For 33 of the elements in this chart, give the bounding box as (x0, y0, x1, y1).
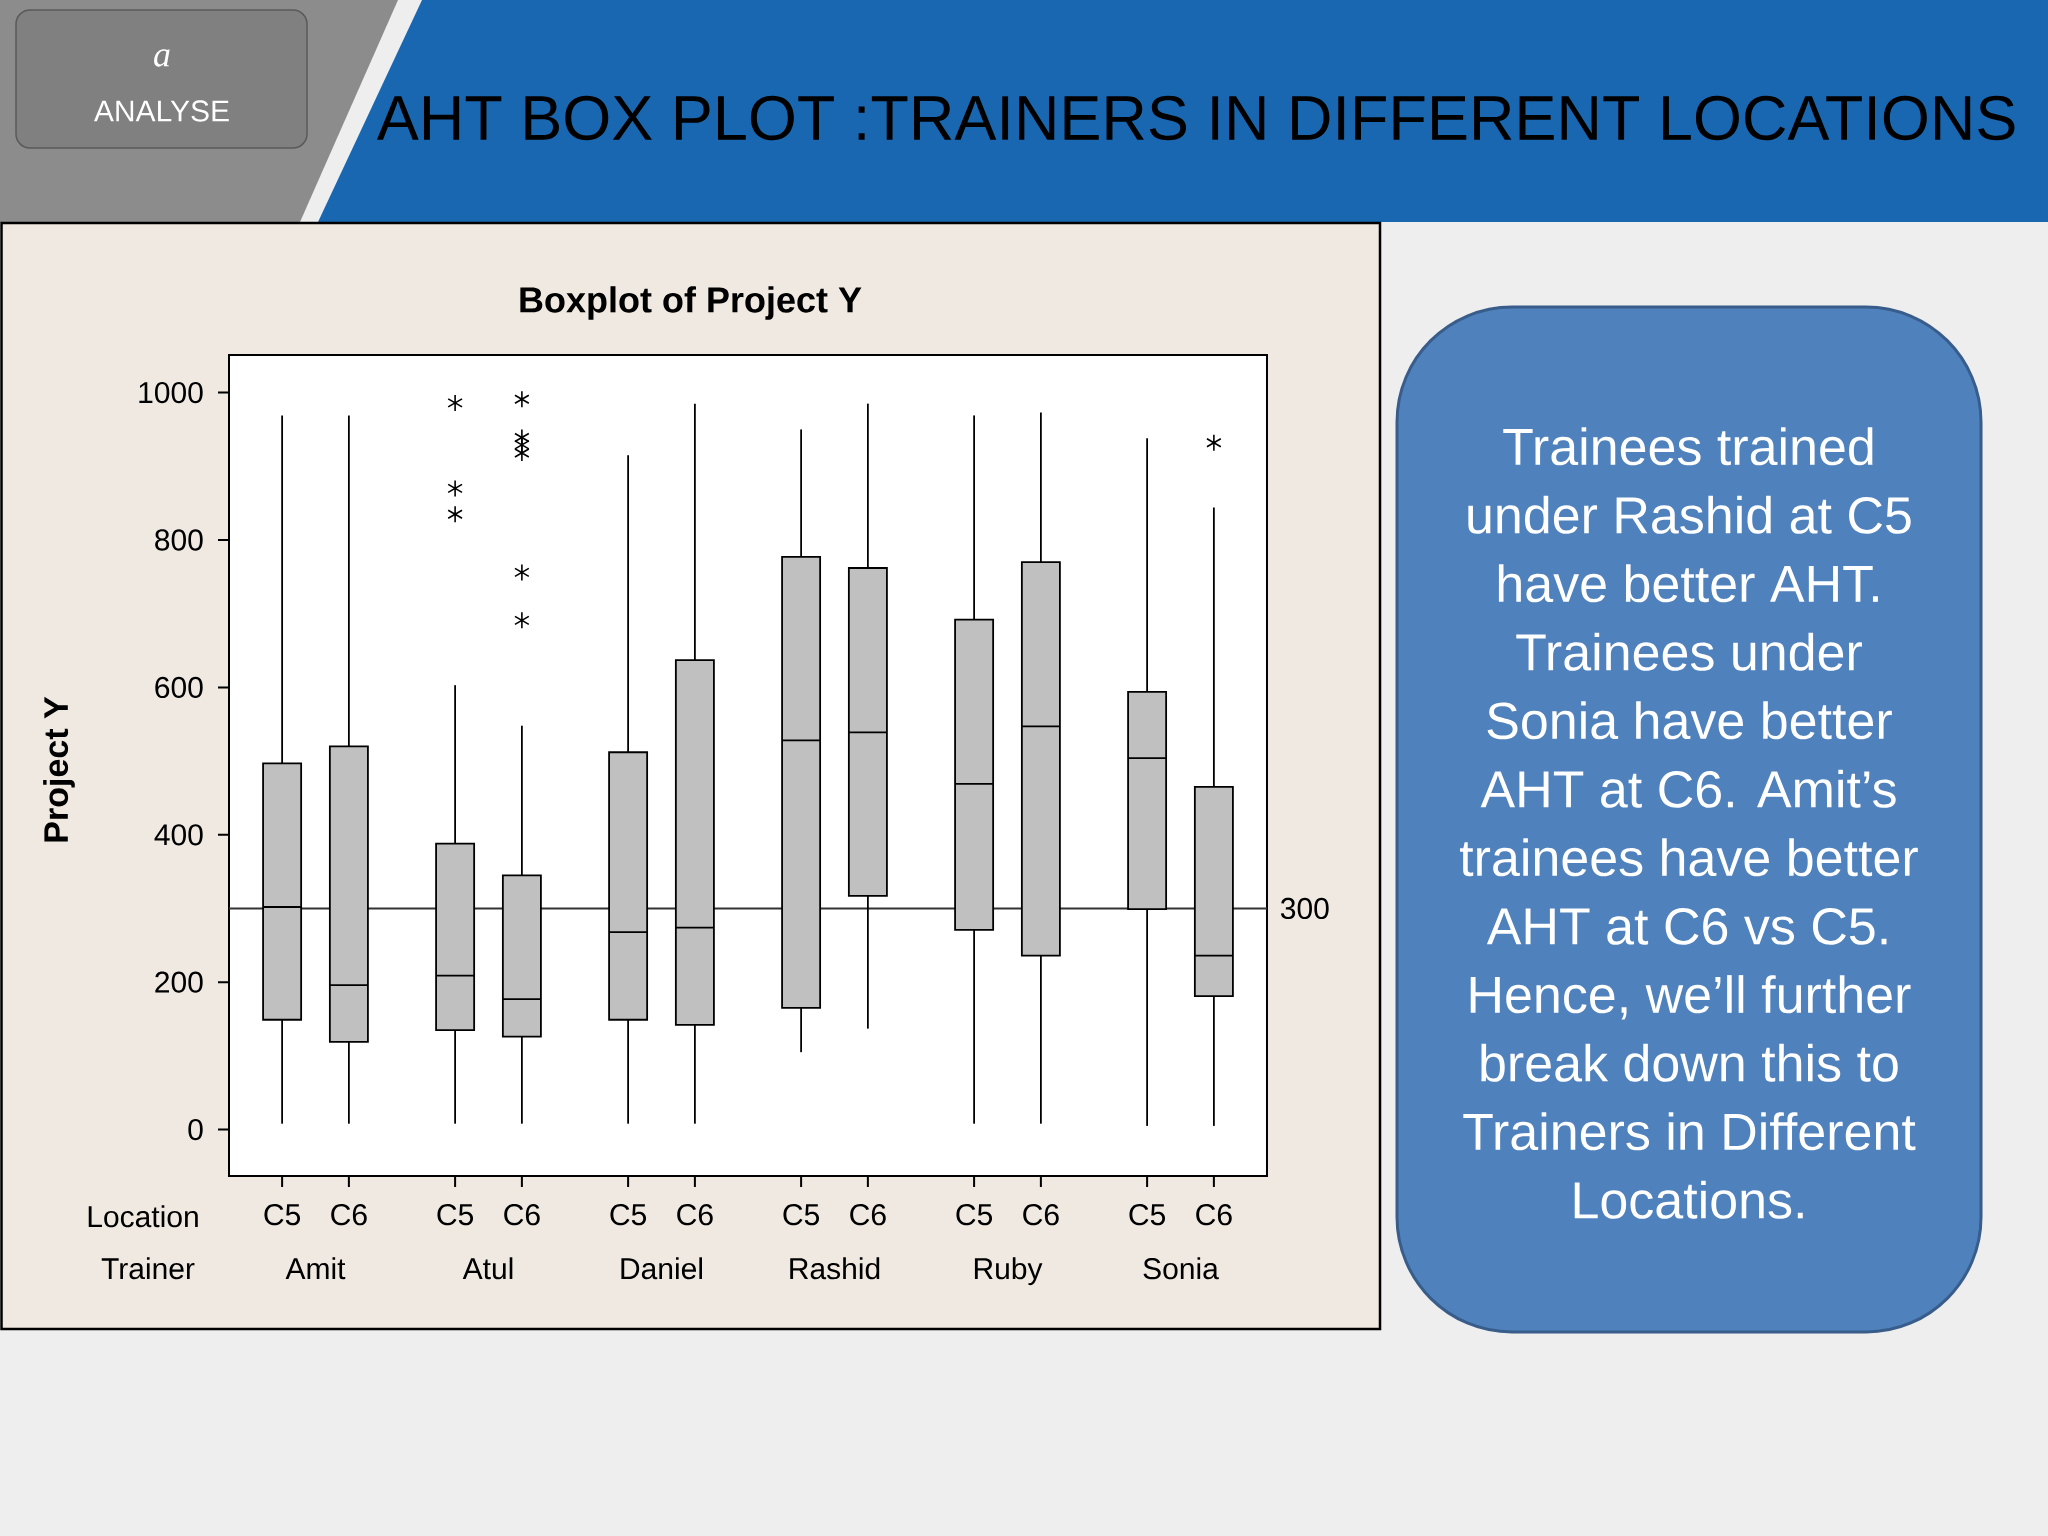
text: a (154, 49, 170, 67)
x-tick-label: Ruby (974, 1257, 1043, 1286)
text: C5 (1129, 1204, 1166, 1226)
text: C6 (504, 1204, 540, 1226)
text: C5 (956, 1204, 993, 1226)
text: C6 (1023, 1204, 1059, 1226)
text: C5 (610, 1204, 647, 1226)
text: ANALYSE (93, 100, 229, 122)
y-tick-label: 800 (155, 529, 203, 551)
legend-label: C5 (264, 1204, 301, 1226)
x-tick-label: Atul (462, 1257, 513, 1280)
y-tick-label: 600 (155, 676, 203, 699)
y-tick-label: 1000 (139, 381, 203, 404)
legend-label: C6 (331, 1204, 367, 1226)
y-tick-label: 400 (154, 824, 203, 846)
y-tick-label: 200 (155, 971, 203, 993)
text: C6 (850, 1204, 886, 1226)
chart-title: AHT BOX PLOT :TRAINERS IN DIFFERENT LOCATIONS (376, 95, 2015, 141)
x-tick-label: Amit (285, 1257, 346, 1280)
x-axis-title: Trainer (101, 1257, 195, 1280)
text: C5 (783, 1204, 820, 1226)
legend-title: Location (88, 1205, 198, 1228)
y-axis-title: Project Y (43, 696, 75, 842)
text: C5 (437, 1204, 474, 1226)
text: Trainees trained under Rashid at C5 have better AHT. Trainees under Sonia have better AHT at C6. Amit’s trainees have better AHT at C6 vs C5. Hence, we’ll further break down this to Trainers in Different Locations. (1460, 427, 1918, 1219)
x-tick-label: Daniel (621, 1257, 702, 1280)
text: C6 (677, 1204, 713, 1226)
ref-line-label: 300 (1280, 897, 1329, 920)
y-tick-label: 0 (188, 1118, 203, 1141)
chart-subtitle: Boxplot of Project Y (520, 286, 862, 320)
text: C6 (1196, 1204, 1232, 1226)
x-tick-label: Sonia (1143, 1257, 1219, 1280)
x-tick-label: Rashid (790, 1257, 880, 1280)
